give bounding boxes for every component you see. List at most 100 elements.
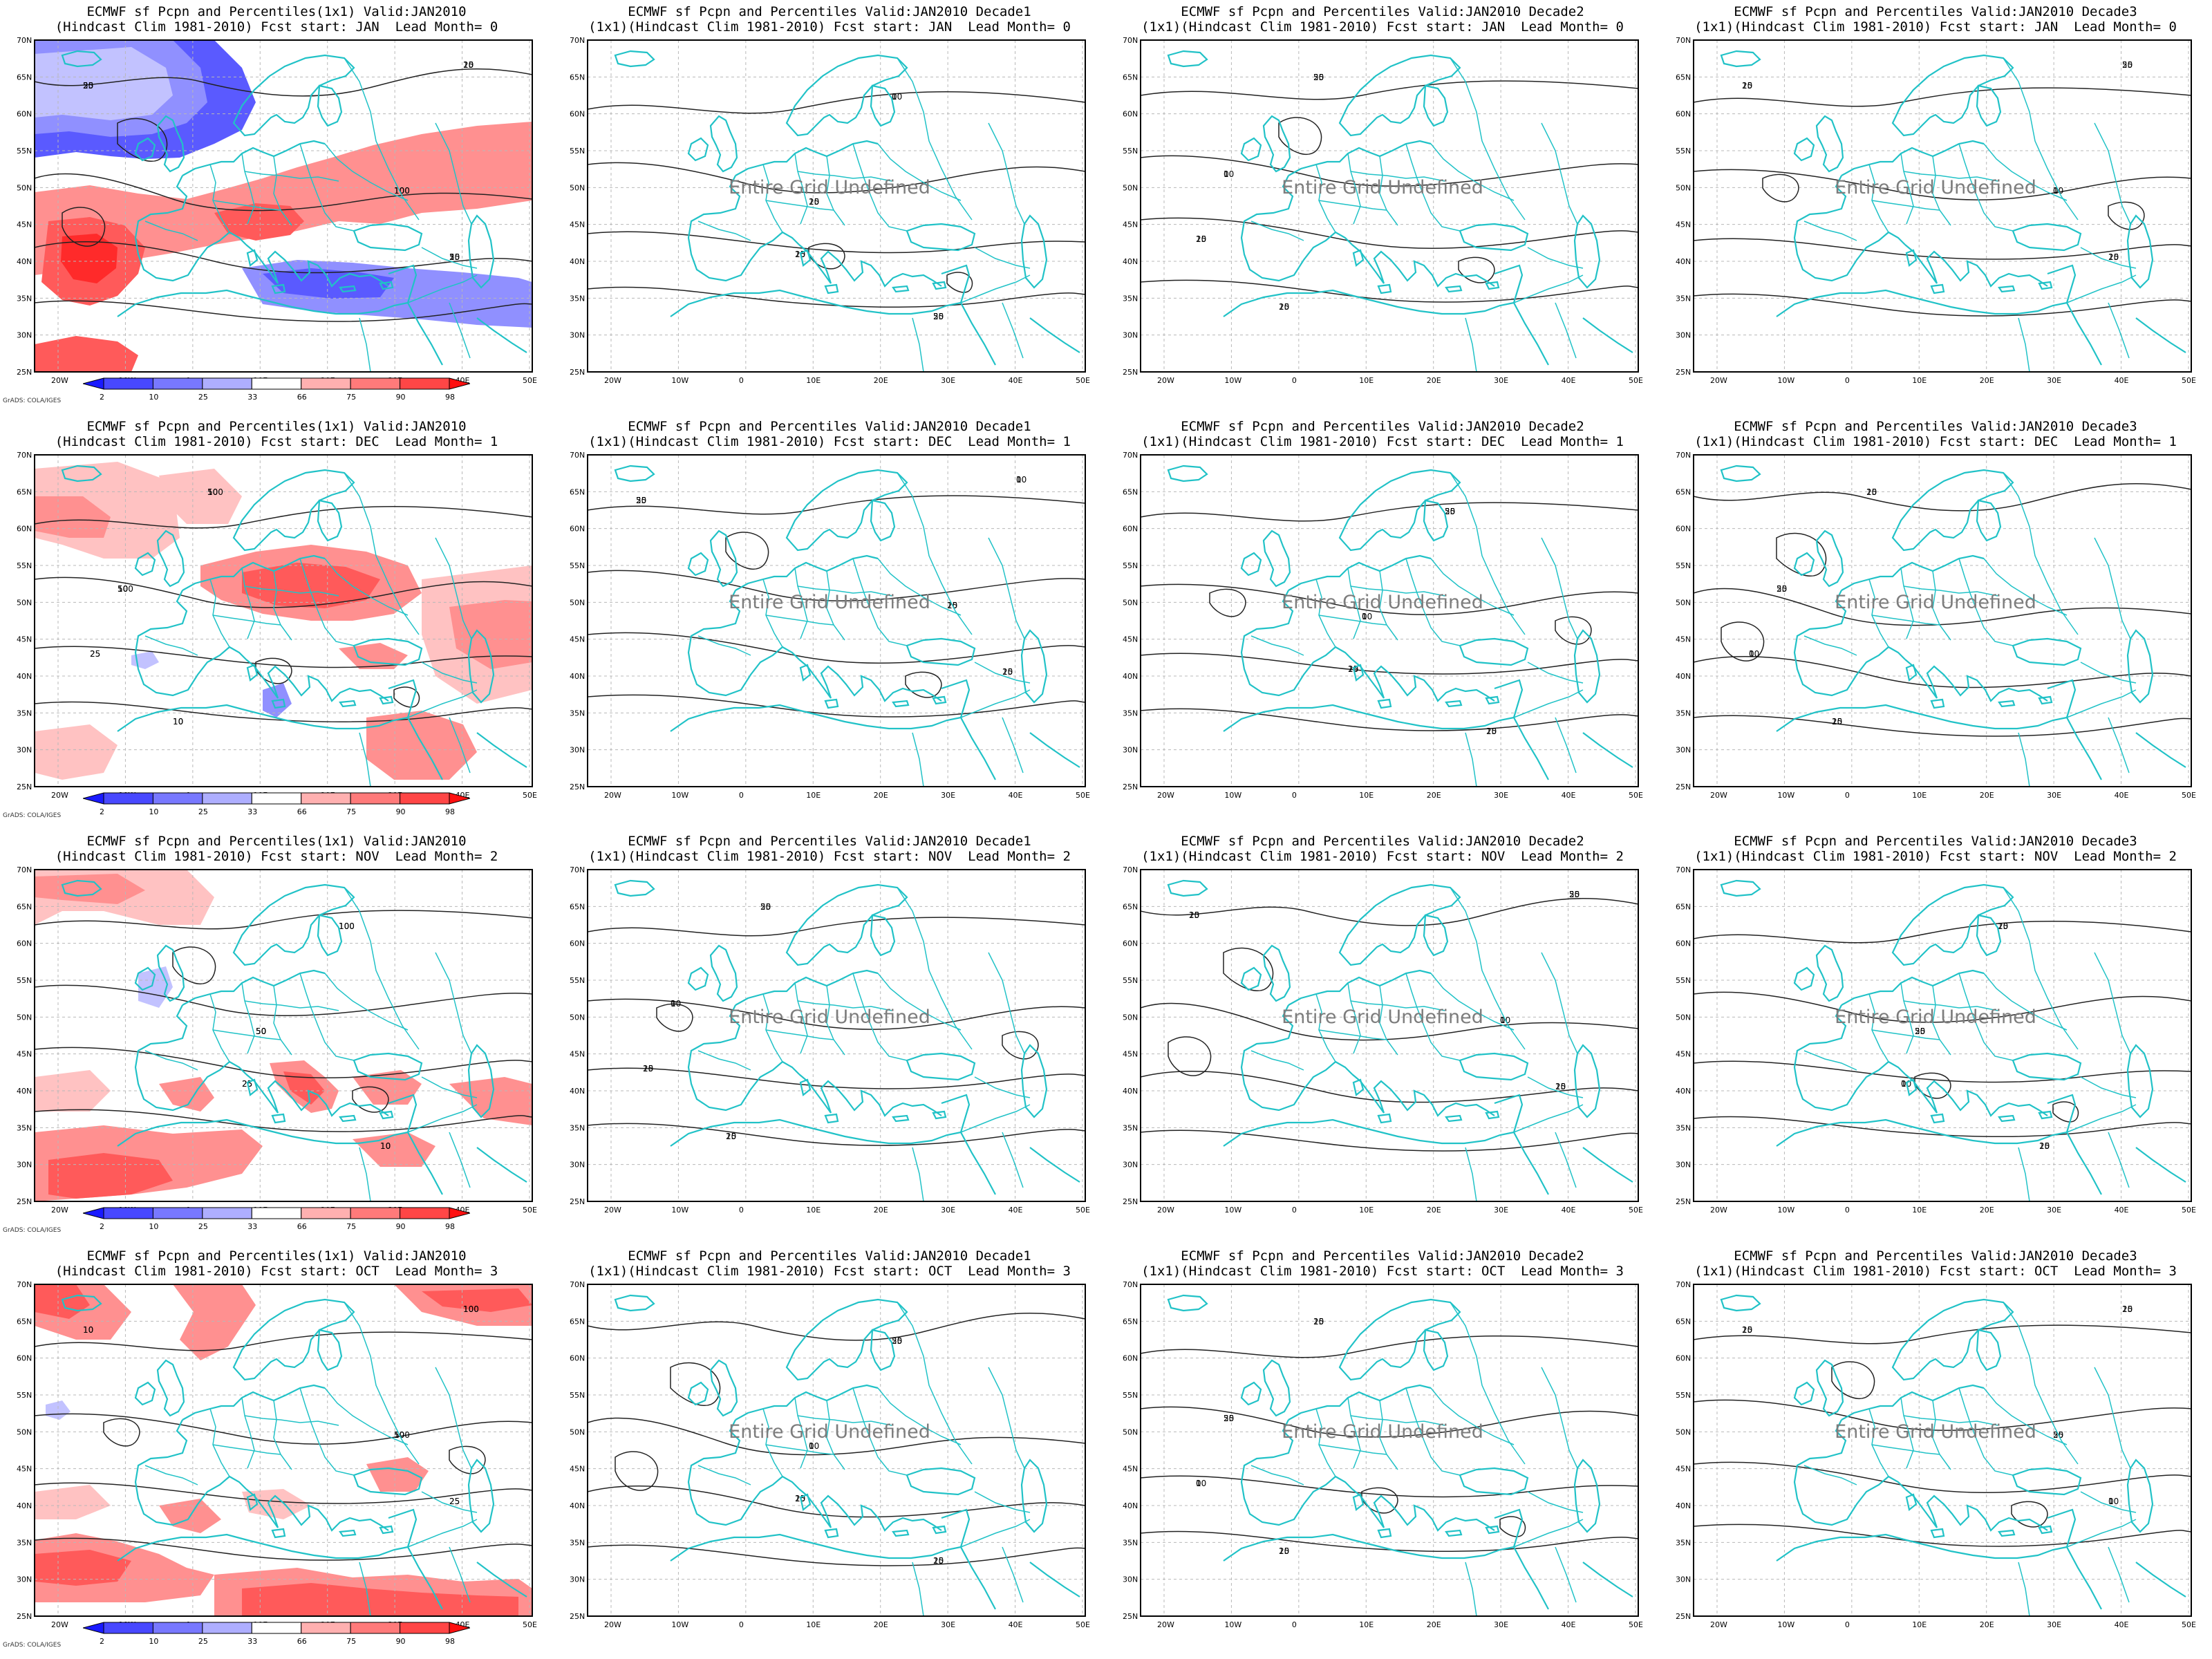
lon-tick-label: 0 <box>739 1620 744 1629</box>
panel-subtitle: (1x1)(Hindcast Clim 1981-2010) Fcst star… <box>1141 849 1624 864</box>
lon-tick-label: 20E <box>1980 376 1994 385</box>
panel-subtitle: (1x1)(Hindcast Clim 1981-2010) Fcst star… <box>1141 19 1624 35</box>
lat-tick-label: 55N <box>17 561 32 570</box>
lon-tick-label: 10E <box>1912 791 1927 800</box>
lat-tick-label: 50N <box>570 598 585 607</box>
lat-tick-label: 30N <box>1676 1575 1691 1584</box>
map-panel: ECMWF sf Pcpn and Percentiles(1x1) Valid… <box>0 0 553 415</box>
undefined-grid-notice: Entire Grid Undefined <box>729 177 930 198</box>
lat-tick-label: 30N <box>570 331 585 340</box>
lat-tick-label: 45N <box>570 635 585 644</box>
lat-tick-label: 25N <box>570 782 585 791</box>
country-borders <box>1803 57 2137 373</box>
lat-tick-label: 35N <box>570 1538 585 1547</box>
lon-tick-label: 30E <box>2047 791 2061 800</box>
lat-tick-label: 70N <box>1123 1280 1138 1289</box>
grads-credit: GrADS: COLA/IGES <box>3 1227 62 1234</box>
contour-label: 1 <box>1901 1079 1906 1089</box>
country-borders <box>1803 1302 2137 1617</box>
contour-label: 10 <box>1002 667 1013 677</box>
lon-tick-label: 40E <box>1009 1206 1023 1215</box>
lat-tick-label: 25N <box>17 1612 32 1621</box>
lon-tick-label: 20W <box>51 1620 68 1629</box>
lon-tick-label: 10W <box>671 376 688 385</box>
map-panel: ECMWF sf Pcpn and Percentiles Valid:JAN2… <box>1106 830 1659 1244</box>
panel-subtitle: (1x1)(Hindcast Clim 1981-2010) Fcst star… <box>1141 434 1624 449</box>
contour-label: 1 <box>2108 1497 2114 1506</box>
lat-tick-label: 40N <box>1676 1501 1691 1510</box>
lon-tick-label: 10E <box>806 791 821 800</box>
contour-label: 0 <box>1749 649 1754 659</box>
map-panel: ECMWF sf Pcpn and Percentiles Valid:JAN2… <box>1106 1244 1659 1659</box>
lat-tick-label: 40N <box>17 257 32 266</box>
contour-label: 10 <box>643 1064 653 1074</box>
lon-tick-label: 30E <box>2047 1620 2061 1629</box>
lon-tick-label: 20E <box>1980 1206 1994 1215</box>
colorbar-tick-label: 75 <box>346 393 356 402</box>
undefined-grid-notice: Entire Grid Undefined <box>1835 1006 2036 1028</box>
lon-tick-label: 10E <box>806 1620 821 1629</box>
lon-tick-label: 10W <box>1224 791 1241 800</box>
lat-tick-label: 60N <box>570 1354 585 1363</box>
contour-label: 25 <box>2039 1141 2050 1151</box>
lon-tick-label: 50E <box>523 1620 537 1629</box>
undefined-grid-notice: Entire Grid Undefined <box>1835 1421 2036 1443</box>
lat-tick-label: 25N <box>1676 1612 1691 1621</box>
coastlines <box>614 465 1081 781</box>
panel-subtitle: (Hindcast Clim 1981-2010) Fcst start: DE… <box>55 434 498 449</box>
contour-label: 25 <box>1313 73 1324 82</box>
contour-label: 25 <box>2108 252 2119 262</box>
coastlines <box>1167 879 1634 1196</box>
contour-label: 50 <box>1224 1414 1234 1423</box>
lon-tick-label: 20W <box>1710 376 1727 385</box>
coastlines <box>614 50 1081 366</box>
contour-label: 10 <box>1486 727 1497 736</box>
lat-tick-label: 65N <box>17 73 32 82</box>
lat-tick-label: 70N <box>17 36 32 45</box>
graticule <box>588 1284 1085 1617</box>
contour-label: 0 <box>2053 186 2059 196</box>
contour-label: 25 <box>449 252 460 262</box>
panel-title: ECMWF sf Pcpn and Percentiles Valid:JAN2… <box>1181 834 1584 849</box>
lon-tick-label: 20W <box>1710 791 1727 800</box>
lon-tick-label: 30E <box>1494 791 1508 800</box>
lat-tick-label: 30N <box>570 1161 585 1170</box>
contour-label: 25 <box>90 649 100 659</box>
contour-label: 50 <box>760 902 771 912</box>
map-panel: ECMWF sf Pcpn and Percentiles Valid:JAN2… <box>553 830 1106 1244</box>
colorbar-tick-label: 33 <box>247 1637 257 1646</box>
grads-credit: GrADS: COLA/IGES <box>3 1642 62 1649</box>
contour-label: 1 <box>1224 169 1229 179</box>
lat-tick-label: 35N <box>1676 1538 1691 1547</box>
lat-tick-label: 65N <box>570 487 585 496</box>
lon-tick-label: 10E <box>1359 1620 1374 1629</box>
lon-tick-label: 20E <box>874 376 888 385</box>
colorbar-tick-label: 2 <box>100 393 104 402</box>
colorbar-tick-label: 33 <box>247 807 257 816</box>
lon-tick-label: 40E <box>2115 376 2129 385</box>
contour-label: 25 <box>933 312 944 321</box>
lon-tick-label: 20E <box>874 1620 888 1629</box>
contour-label: 1 <box>449 252 455 262</box>
contour-label: 25 <box>1998 921 2008 931</box>
lat-tick-label: 25N <box>1123 1197 1138 1206</box>
panel-title: ECMWF sf Pcpn and Percentiles Valid:JAN2… <box>1734 4 2137 19</box>
panel-title: ECMWF sf Pcpn and Percentiles Valid:JAN2… <box>1734 419 2137 434</box>
map-plot: 102510251102550070N65N60N55N50N45N40N35N… <box>1676 865 2196 1215</box>
lat-tick-label: 55N <box>1123 976 1138 985</box>
map-plot: 102510251102550070N65N60N55N50N45N40N35N… <box>570 865 1090 1215</box>
lat-tick-label: 40N <box>1676 1087 1691 1096</box>
panel-title: ECMWF sf Pcpn and Percentiles(1x1) Valid… <box>86 834 467 849</box>
lat-tick-label: 60N <box>1676 1354 1691 1363</box>
contour-label: 1 <box>1500 1015 1506 1025</box>
lon-tick-label: 20W <box>1157 1620 1174 1629</box>
lon-tick-label: 40E <box>2115 1620 2129 1629</box>
colorbar-tick-label: 90 <box>396 1222 406 1231</box>
lat-tick-label: 25N <box>1676 782 1691 791</box>
lat-tick-label: 25N <box>570 1612 585 1621</box>
lat-tick-label: 55N <box>17 1391 32 1400</box>
lat-tick-label: 25N <box>1676 368 1691 377</box>
contour-label: 10 <box>1832 717 1842 727</box>
colorbar: 2 10 25 33 66 75 90 98 <box>83 377 470 402</box>
